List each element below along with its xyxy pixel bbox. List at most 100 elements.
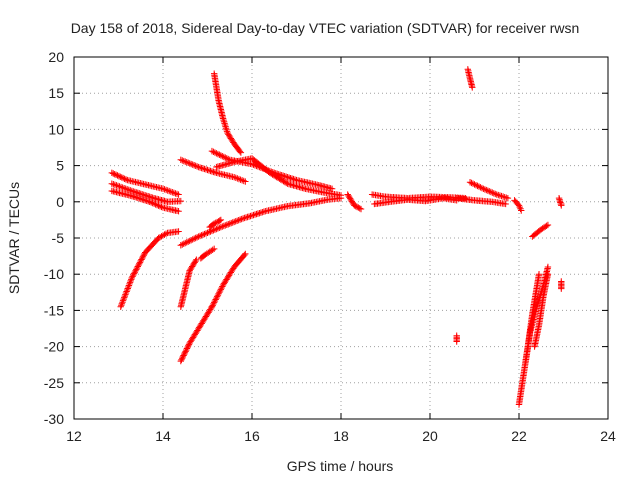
data-point	[164, 187, 171, 194]
data-point	[186, 160, 193, 167]
data-point	[217, 223, 225, 231]
data-point	[129, 273, 136, 280]
data-point	[172, 190, 179, 197]
data-point	[223, 221, 230, 229]
data-point	[216, 217, 223, 224]
data-point	[181, 350, 188, 358]
data-point	[204, 229, 211, 236]
data-point	[211, 226, 219, 233]
data-point	[183, 159, 190, 166]
data-point	[238, 215, 245, 223]
data-point	[110, 181, 117, 188]
data-point	[237, 149, 245, 156]
data-point	[192, 162, 199, 170]
data-point	[114, 172, 121, 179]
data-point	[201, 230, 208, 238]
data-point	[177, 197, 184, 205]
data-point	[173, 190, 181, 198]
data-point	[112, 171, 120, 179]
data-point	[242, 250, 249, 258]
data-point	[205, 228, 213, 236]
data-point	[175, 228, 182, 235]
data-point	[477, 184, 484, 191]
data-point	[131, 268, 139, 276]
data-point	[125, 282, 133, 289]
data-point	[119, 297, 127, 304]
data-point	[153, 201, 161, 209]
data-point	[222, 222, 229, 229]
x-tick-label: 18	[333, 428, 349, 444]
x-axis-label: GPS time / hours	[287, 458, 394, 474]
data-point	[498, 192, 505, 200]
data-point	[175, 191, 182, 198]
data-point	[118, 300, 126, 307]
x-tick-label: 20	[422, 428, 438, 444]
data-point	[195, 233, 202, 240]
data-point	[133, 264, 141, 272]
data-point	[108, 180, 116, 187]
data-point	[210, 245, 218, 253]
data-point	[133, 266, 140, 273]
data-point	[351, 202, 358, 209]
y-axis-label: SDTVAR / TECUs	[6, 182, 22, 294]
data-point	[544, 221, 552, 229]
data-point	[130, 271, 137, 279]
data-point	[180, 157, 187, 165]
data-point	[193, 234, 201, 241]
data-point	[484, 187, 492, 194]
data-point	[480, 185, 487, 192]
data-point	[208, 303, 216, 310]
data-point	[123, 288, 130, 295]
data-point	[110, 170, 117, 177]
data-point	[355, 204, 362, 211]
data-point	[353, 203, 361, 211]
data-point	[493, 191, 500, 198]
y-tick-label: -20	[44, 339, 64, 355]
data-point	[182, 348, 189, 355]
data-point	[238, 177, 246, 184]
data-point	[128, 276, 135, 283]
data-point	[219, 152, 226, 160]
data-point	[181, 349, 189, 356]
x-tick-label: 12	[66, 428, 82, 444]
data-point	[202, 230, 210, 237]
data-point	[502, 200, 509, 208]
data-point	[179, 353, 187, 361]
data-point	[189, 236, 196, 243]
data-point	[136, 259, 144, 266]
data-point	[117, 303, 124, 310]
data-point	[162, 230, 170, 237]
data-point	[211, 149, 219, 156]
data-point	[183, 239, 190, 246]
data-point	[283, 179, 290, 187]
data-point	[210, 220, 218, 227]
data-point	[217, 216, 225, 224]
data-point	[558, 285, 565, 292]
y-tick-label: -10	[44, 266, 64, 282]
data-point	[139, 254, 146, 262]
data-point	[328, 185, 336, 192]
data-point	[139, 253, 147, 260]
data-point	[214, 225, 222, 232]
data-point	[250, 161, 257, 168]
data-point	[499, 193, 507, 200]
data-point	[248, 160, 256, 168]
data-point	[231, 173, 238, 181]
data-point	[132, 267, 139, 274]
data-point	[220, 153, 228, 161]
data-point	[177, 357, 184, 365]
data-point	[352, 202, 359, 210]
data-point	[187, 160, 195, 168]
data-point	[217, 286, 225, 293]
y-tick-label: -25	[44, 375, 64, 391]
data-point	[167, 188, 174, 195]
data-point	[337, 192, 345, 199]
data-point	[180, 352, 187, 359]
data-point	[125, 186, 132, 194]
data-point	[471, 181, 478, 188]
data-point	[138, 256, 145, 263]
data-point	[234, 175, 241, 182]
chart-title: Day 158 of 2018, Sidereal Day-to-day VTE…	[71, 20, 580, 36]
